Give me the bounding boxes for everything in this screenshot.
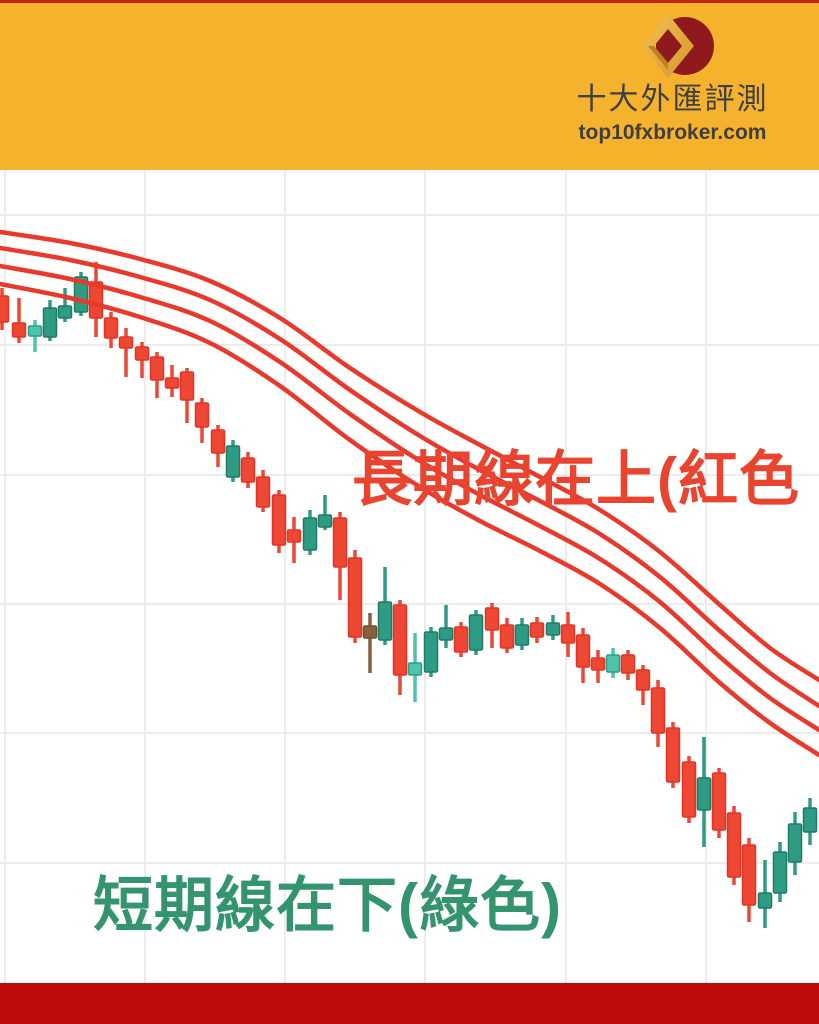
ma-line-4 bbox=[0, 281, 819, 758]
candle-body bbox=[407, 662, 423, 676]
candle-body bbox=[499, 624, 515, 649]
candle-body bbox=[590, 657, 606, 671]
candle-body bbox=[741, 844, 757, 906]
candle-body bbox=[210, 429, 226, 454]
candle-body bbox=[545, 622, 561, 636]
candle-body bbox=[438, 627, 454, 641]
candle-body bbox=[423, 631, 439, 673]
brand-logo-icon bbox=[641, 14, 714, 78]
candle-body bbox=[11, 322, 27, 338]
candle-body bbox=[696, 777, 712, 811]
candle-wick bbox=[368, 613, 372, 673]
candle-body bbox=[194, 402, 210, 428]
ma-line-3 bbox=[0, 263, 819, 733]
candle-body bbox=[0, 295, 10, 323]
candle-body bbox=[605, 654, 621, 673]
brand-name: 十大外匯評測 bbox=[576, 83, 769, 116]
candle-body bbox=[179, 371, 195, 401]
candle-body bbox=[271, 494, 287, 546]
candle-body bbox=[575, 634, 591, 668]
candle-body bbox=[377, 601, 393, 641]
candle-wick bbox=[323, 495, 327, 530]
candle-body bbox=[484, 607, 500, 631]
brand-url: top10fxbroker.com bbox=[578, 120, 767, 144]
candle-body bbox=[240, 457, 256, 483]
candle-body bbox=[681, 761, 697, 818]
candle-body bbox=[711, 772, 727, 831]
candle-body bbox=[468, 614, 484, 651]
candle-body bbox=[635, 669, 651, 691]
ma-ribbon bbox=[0, 229, 819, 758]
candle-wick bbox=[124, 328, 128, 377]
candle-body bbox=[149, 356, 165, 381]
top-accent-bar bbox=[0, 0, 819, 3]
header-banner: 十大外匯評測 top10fxbroker.com bbox=[0, 3, 819, 170]
annotation-long-term: 長期線在上(紅色 bbox=[352, 446, 800, 513]
candle-body bbox=[118, 336, 134, 349]
ma-line-2 bbox=[0, 245, 819, 709]
candle-body bbox=[134, 346, 150, 361]
candle-body bbox=[362, 625, 378, 639]
candle-body bbox=[453, 626, 469, 653]
candle-body bbox=[392, 604, 408, 676]
candle-body bbox=[620, 654, 636, 674]
candle-body bbox=[529, 622, 545, 638]
brand-block: 十大外匯評測 top10fxbroker.com bbox=[540, 9, 805, 145]
candle-body bbox=[802, 807, 818, 833]
candle-body bbox=[164, 377, 180, 389]
annotation-short-term: 短期線在下(綠色) bbox=[93, 872, 562, 939]
candle-body bbox=[347, 557, 363, 638]
candle-body bbox=[317, 514, 333, 528]
candle-body bbox=[88, 281, 104, 319]
candle-body bbox=[103, 317, 119, 339]
candle-body bbox=[787, 823, 803, 863]
candles bbox=[0, 262, 818, 928]
candle-wick bbox=[63, 288, 67, 322]
candle-body bbox=[726, 812, 742, 878]
candle-body bbox=[332, 517, 348, 568]
candle-body bbox=[57, 305, 73, 319]
candle-body bbox=[757, 892, 773, 909]
candle-body bbox=[514, 624, 530, 646]
chart-area: 長期線在上(紅色 短期線在下(綠色) bbox=[0, 170, 819, 983]
candle-body bbox=[772, 851, 788, 894]
candle-body bbox=[302, 517, 318, 551]
candle-body bbox=[42, 307, 58, 338]
footer-bar bbox=[0, 983, 819, 1024]
candle-body bbox=[255, 476, 271, 508]
candle-body bbox=[560, 624, 576, 644]
candle-body bbox=[286, 529, 302, 543]
logo-diamond-bevel bbox=[647, 46, 668, 70]
candle-body bbox=[665, 727, 681, 783]
candlestick-chart bbox=[0, 170, 819, 983]
candle-body bbox=[27, 325, 43, 337]
logo-diamond-icon bbox=[641, 14, 694, 78]
candle-body bbox=[225, 445, 241, 478]
ma-line-1 bbox=[0, 229, 819, 683]
candle-wick bbox=[17, 298, 21, 343]
candle-wick bbox=[444, 605, 448, 648]
candle-body bbox=[650, 687, 666, 734]
